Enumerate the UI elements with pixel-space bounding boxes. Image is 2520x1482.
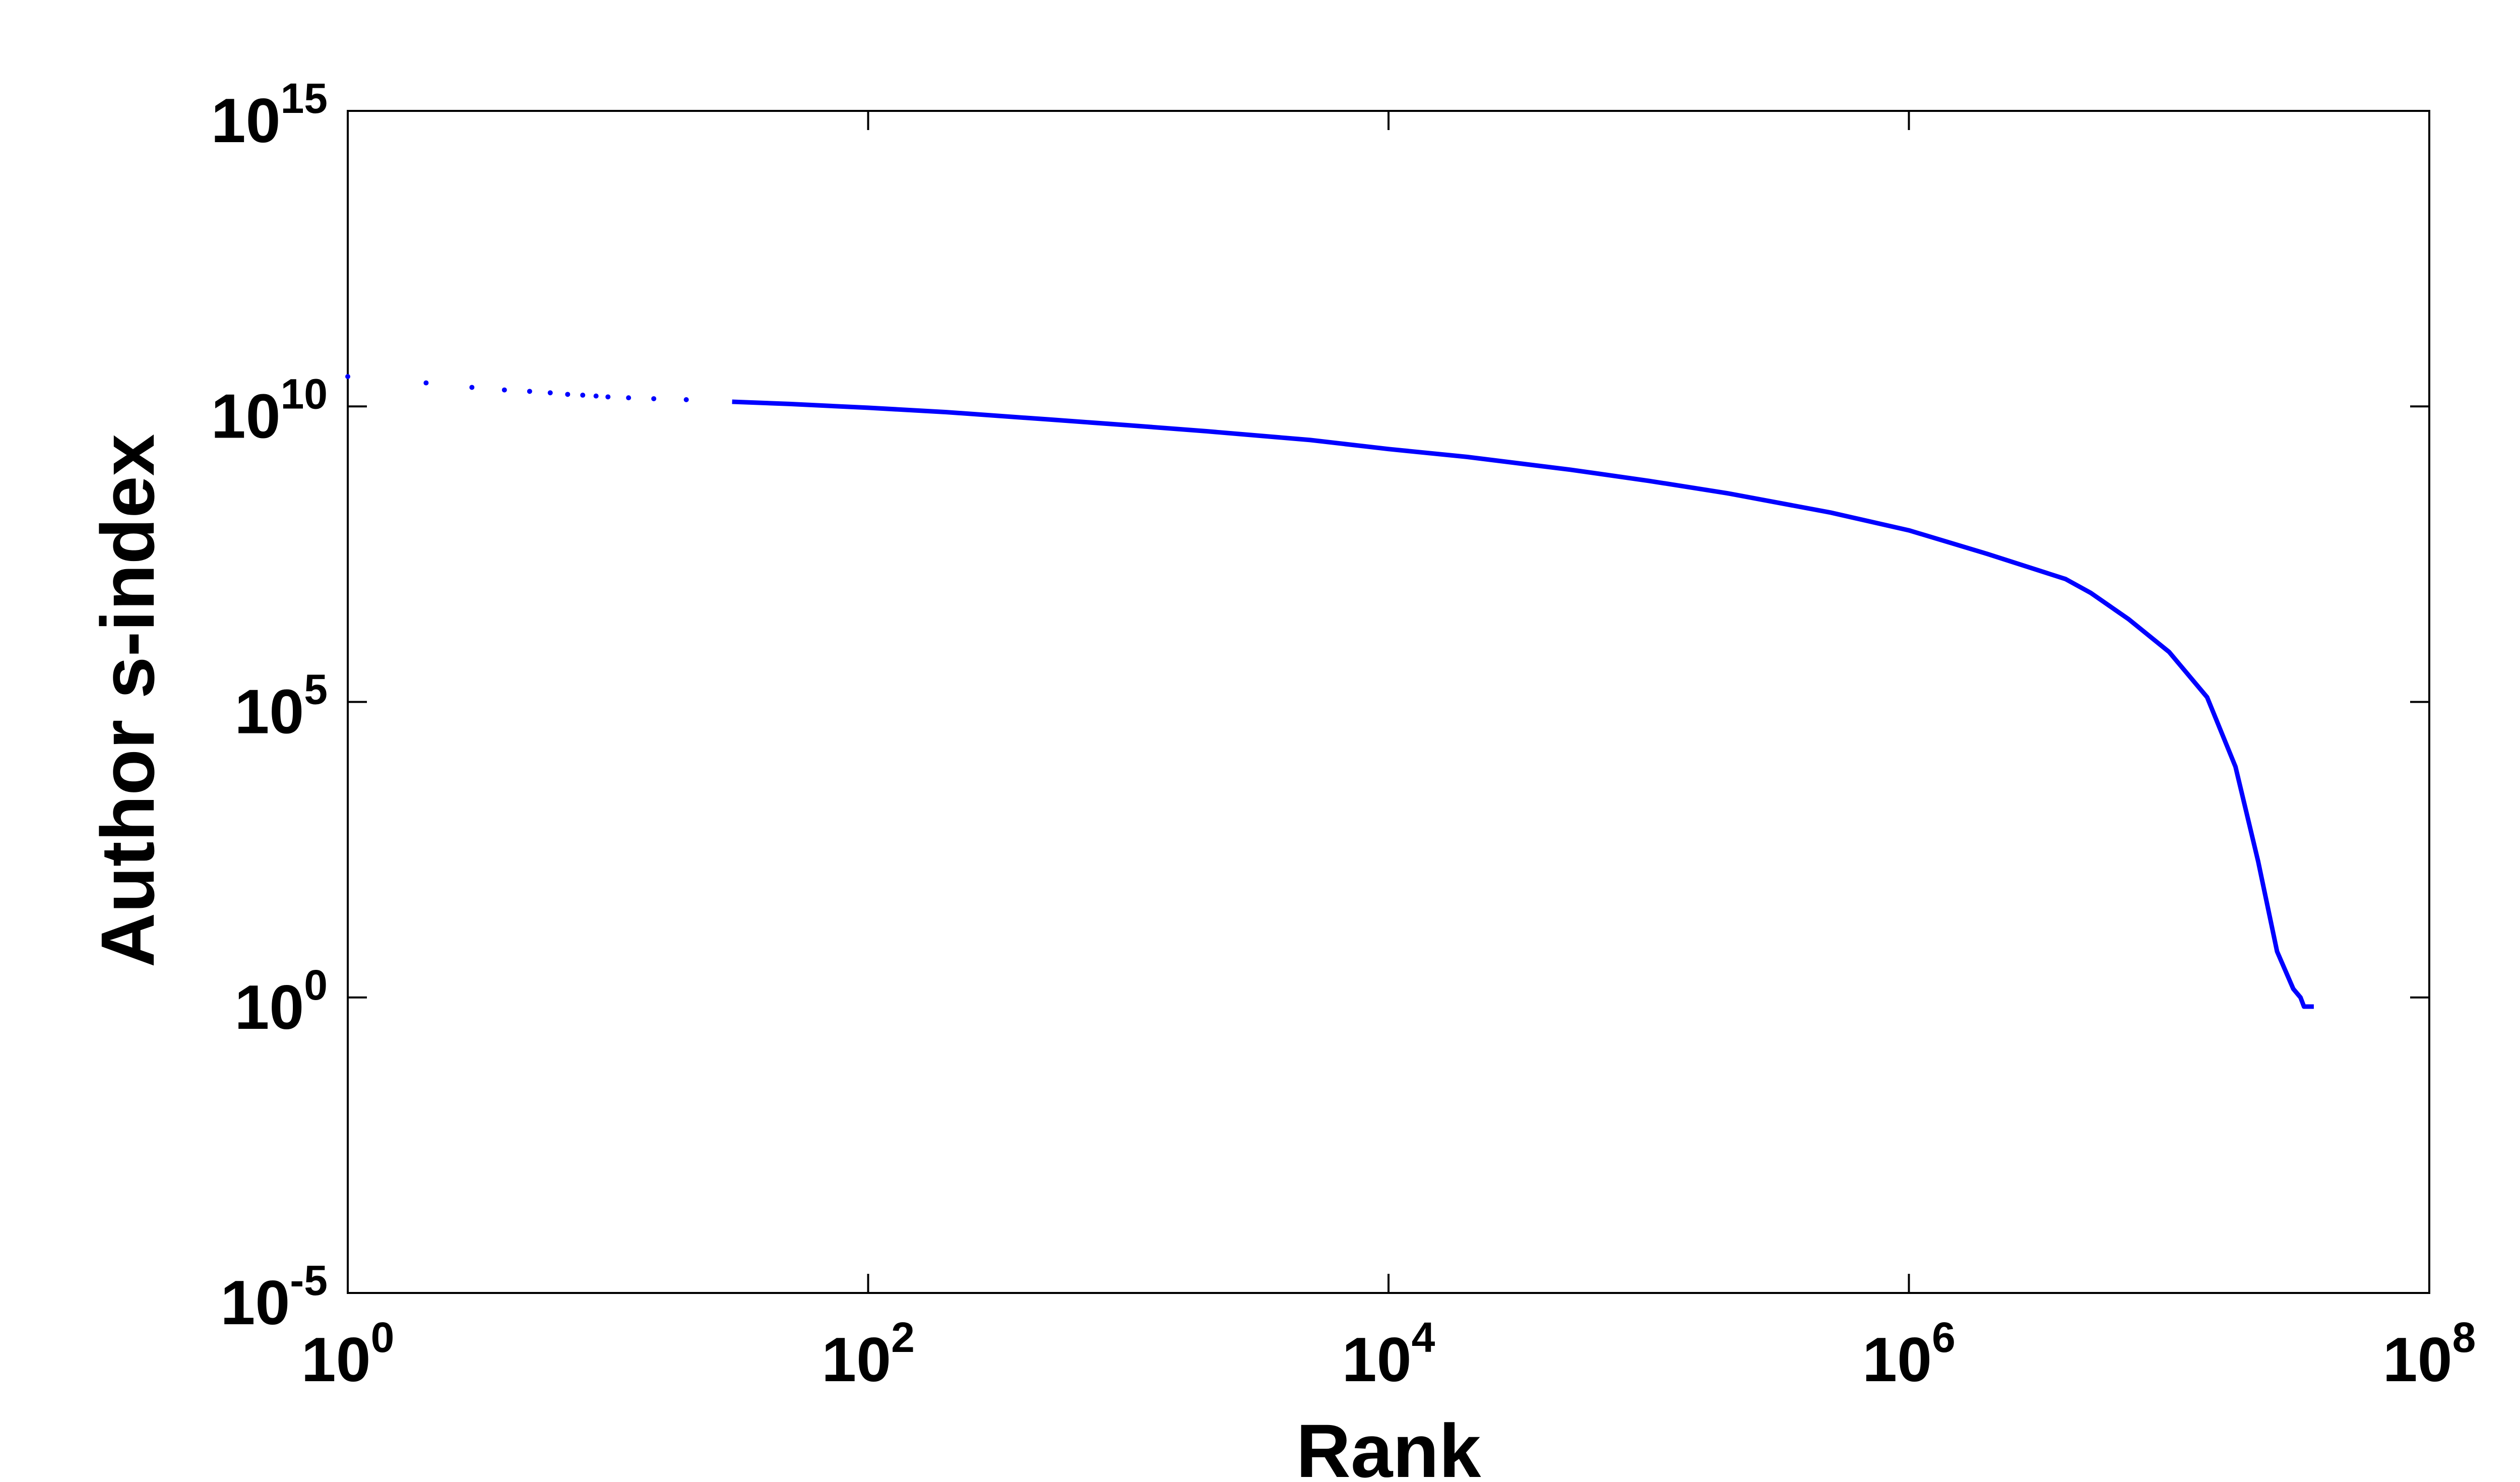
- data-point: [683, 397, 689, 402]
- y-tick-label: 10-5: [220, 1257, 328, 1338]
- series-line: [732, 399, 2314, 1009]
- data-point: [580, 392, 586, 398]
- x-tick-label: 106: [1862, 1314, 1956, 1395]
- y-tick-label: 105: [234, 666, 328, 747]
- data-point: [469, 385, 475, 390]
- y-tick-label: 1015: [211, 75, 328, 156]
- data-point: [626, 395, 632, 401]
- y-axis-label: Author s-index: [85, 434, 170, 967]
- x-axis-label: Rank: [1296, 1408, 1481, 1479]
- data-point: [593, 393, 599, 399]
- data-point: [501, 387, 507, 393]
- x-tick-label: 104: [1342, 1314, 1435, 1395]
- x-tick-label: 100: [301, 1314, 395, 1395]
- data-point: [565, 392, 571, 397]
- plot-frame: [347, 110, 2430, 1294]
- y-tick-label: 100: [234, 961, 328, 1042]
- data-point: [651, 396, 657, 401]
- data-point: [547, 390, 553, 396]
- x-tick-label: 102: [822, 1314, 915, 1395]
- x-tick-label: 108: [2383, 1314, 2476, 1395]
- data-point: [345, 374, 350, 380]
- data-point: [423, 380, 429, 386]
- data-point: [527, 389, 532, 394]
- data-point: [605, 394, 611, 400]
- y-tick-label: 1010: [211, 370, 328, 451]
